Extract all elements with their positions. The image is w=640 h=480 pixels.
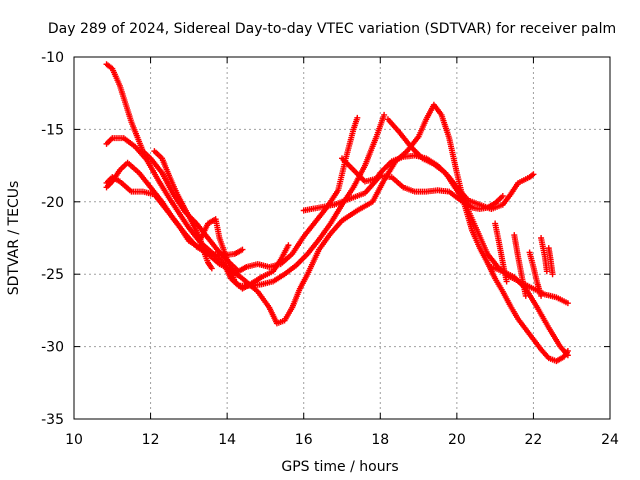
series-track-11 bbox=[511, 232, 529, 299]
series-track-9 bbox=[339, 152, 537, 213]
x-tick-label: 14 bbox=[218, 432, 236, 448]
x-tick-label: 16 bbox=[295, 432, 313, 448]
y-tick-label: -30 bbox=[41, 340, 64, 356]
series-track-14 bbox=[538, 235, 550, 275]
series-track-4 bbox=[103, 174, 246, 259]
x-tick-label: 10 bbox=[65, 432, 83, 448]
data-point-marker bbox=[381, 111, 388, 118]
y-tick-label: -10 bbox=[41, 50, 64, 66]
data-point-marker bbox=[208, 265, 215, 272]
data-point-marker bbox=[239, 246, 246, 253]
x-axis-label: GPS time / hours bbox=[281, 459, 398, 475]
data-point-marker bbox=[543, 268, 550, 275]
data-point-marker bbox=[522, 292, 529, 299]
y-tick-label: -15 bbox=[41, 122, 64, 138]
data-point-marker bbox=[354, 114, 361, 121]
x-tick-label: 18 bbox=[371, 432, 389, 448]
plot-area-frame bbox=[73, 56, 611, 420]
data-point-marker bbox=[503, 278, 510, 285]
series-track-13 bbox=[526, 249, 545, 299]
series-track-3 bbox=[103, 101, 571, 365]
data-point-marker bbox=[530, 171, 537, 178]
data-point-marker bbox=[529, 172, 536, 179]
data-point-marker bbox=[285, 242, 292, 249]
series-track-6 bbox=[151, 148, 215, 272]
y-tick-label: -35 bbox=[41, 412, 64, 428]
x-tick-label: 24 bbox=[601, 432, 619, 448]
y-tick-label: -20 bbox=[41, 195, 64, 211]
x-tick-label: 12 bbox=[142, 432, 160, 448]
series-track-15 bbox=[545, 245, 556, 278]
chart-title: Day 289 of 2024, Sidereal Day-to-day VTE… bbox=[48, 21, 616, 37]
data-point-marker bbox=[549, 271, 556, 278]
series-track-12 bbox=[492, 220, 510, 285]
data-point-marker bbox=[564, 352, 571, 359]
data-point-marker bbox=[564, 300, 571, 307]
series-track-7 bbox=[300, 172, 506, 214]
data-point-marker bbox=[538, 292, 545, 299]
axis-ticks: 10 12 14 16 18 20 22 24 -10 -15 -20 -25 -30 -35 bbox=[41, 50, 619, 448]
y-axis-label: SDTVAR / TECUs bbox=[6, 181, 22, 296]
data-point-marker bbox=[499, 193, 506, 200]
x-tick-label: 22 bbox=[525, 432, 543, 448]
y-tick-label: -25 bbox=[41, 267, 64, 283]
x-tick-label: 20 bbox=[448, 432, 466, 448]
grid bbox=[74, 57, 610, 419]
series-track-10 bbox=[488, 263, 571, 359]
data-markers bbox=[103, 61, 571, 365]
